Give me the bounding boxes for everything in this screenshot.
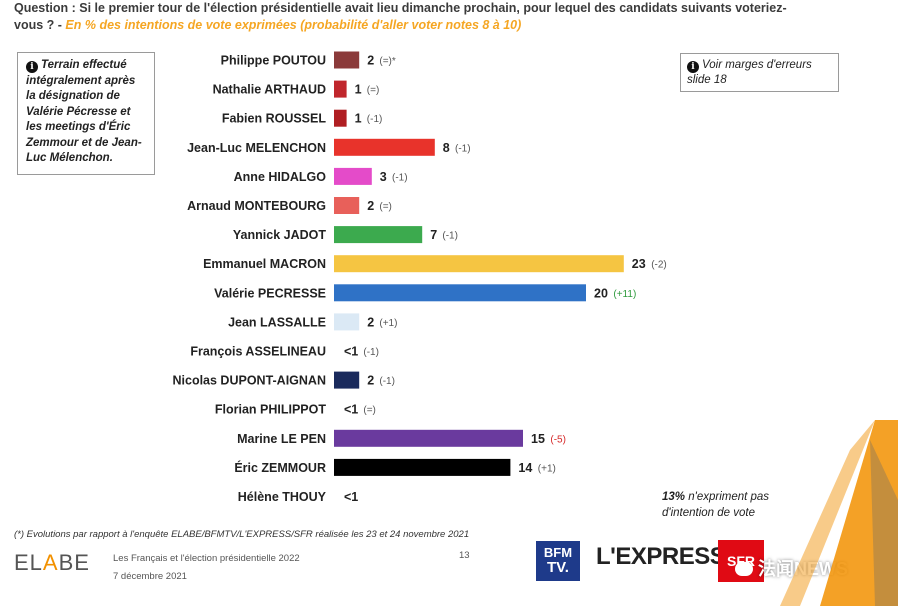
value-label: 14	[518, 461, 532, 475]
info-icon: i	[26, 61, 38, 73]
value-label: 23	[632, 257, 646, 271]
value-label: 7	[430, 228, 437, 242]
candidate-label: Valérie PECRESSE	[214, 286, 326, 300]
bar	[334, 226, 423, 244]
bfmtv-logo: BFM TV.	[536, 541, 580, 581]
undecided-value: 13%	[662, 491, 686, 503]
candidate-label: François ASSELINEAU	[190, 345, 326, 359]
change-label: (-5)	[550, 434, 566, 445]
candidate-label: Florian PHILIPPOT	[215, 403, 326, 417]
candidate-label: Anne HIDALGO	[234, 170, 327, 184]
change-label: (=)*	[379, 56, 396, 67]
bar	[334, 109, 347, 127]
footer-title: Les Français et l'élection présidentiell…	[113, 553, 300, 564]
change-label: (-1)	[367, 114, 383, 125]
value-label: <1	[344, 345, 358, 359]
bar	[334, 458, 511, 476]
bar	[334, 197, 360, 214]
elabe-decorative-triangle	[780, 420, 898, 606]
bar	[334, 255, 624, 273]
elabe-logo: ELABE	[14, 550, 90, 575]
change-label: (=)	[367, 85, 380, 96]
change-label: (-1)	[379, 376, 395, 387]
fieldwork-note-text: Terrain effectué intégralement après la …	[26, 59, 142, 164]
value-label: 2	[367, 374, 374, 388]
footer-date: 7 décembre 2021	[113, 571, 187, 582]
change-label: (=)	[363, 405, 376, 416]
change-label: (+11)	[613, 289, 636, 300]
undecided-text: n'expriment pas d'intention de vote	[662, 491, 770, 519]
change-label: (-1)	[392, 172, 408, 183]
candidate-label: Emmanuel MACRON	[203, 257, 326, 271]
bar	[334, 80, 347, 98]
candidate-label: Yannick JADOT	[233, 228, 326, 242]
candidate-label: Arnaud MONTEBOURG	[187, 199, 326, 213]
change-label: (-2)	[651, 260, 667, 271]
value-label: <1	[344, 403, 358, 417]
candidate-label: Jean-Luc MELENCHON	[187, 141, 326, 155]
bar	[334, 313, 360, 331]
value-label: 2	[367, 315, 374, 329]
bar	[334, 51, 360, 69]
vote-intention-bar-chart: Philippe POUTOU 2 (=)* Nathalie ARTHAUD 1 (=)…	[173, 51, 667, 504]
bar	[334, 138, 435, 156]
change-label: (+1)	[379, 318, 397, 329]
footnote: (*) Evolutions par rapport à l'enquête E…	[14, 529, 470, 540]
value-label: 20	[594, 286, 608, 300]
candidate-label: Nathalie ARTHAUD	[213, 83, 326, 97]
candidate-label: Éric ZEMMOUR	[234, 460, 326, 475]
value-label: <1	[344, 490, 358, 504]
page-number: 13	[459, 550, 470, 561]
wechat-icon	[735, 562, 753, 576]
margin-note: i Voir marges d'erreurs slide 18	[680, 53, 839, 92]
change-label: (-1)	[455, 143, 471, 154]
candidate-label: Hélène THOUY	[238, 490, 327, 504]
question-text: Question : Si le premier tour de l'élect…	[14, 0, 814, 34]
bar	[334, 429, 523, 447]
candidate-label: Jean LASSALLE	[228, 315, 326, 329]
change-label: (+1)	[538, 463, 556, 474]
value-label: 1	[355, 83, 362, 97]
change-label: (-1)	[363, 347, 379, 358]
question-subtitle: En % des intentions de vote exprimées (p…	[65, 18, 522, 32]
bar	[334, 284, 586, 302]
info-icon: i	[687, 61, 699, 73]
change-label: (=)	[379, 202, 392, 213]
bar	[334, 167, 372, 185]
value-label: 8	[443, 141, 450, 155]
value-label: 15	[531, 432, 545, 446]
bar	[334, 371, 360, 389]
margin-note-text: Voir marges d'erreurs slide 18	[687, 59, 812, 86]
candidate-label: Philippe POUTOU	[221, 54, 326, 68]
change-label: (-1)	[442, 231, 458, 242]
value-label: 2	[367, 199, 374, 213]
value-label: 3	[380, 170, 387, 184]
lexpress-logo: L'EXPRESS	[596, 543, 726, 570]
candidate-label: Fabien ROUSSEL	[222, 112, 327, 126]
value-label: 1	[355, 112, 362, 126]
value-label: 2	[367, 54, 374, 68]
question-main: Question : Si le premier tour de l'élect…	[14, 1, 787, 32]
candidate-label: Nicolas DUPONT-AIGNAN	[173, 374, 327, 388]
undecided-note: 13% n'expriment pas d'intention de vote	[662, 489, 812, 521]
candidate-label: Marine LE PEN	[237, 432, 326, 446]
fieldwork-note: i Terrain effectué intégralement après la…	[17, 52, 155, 175]
